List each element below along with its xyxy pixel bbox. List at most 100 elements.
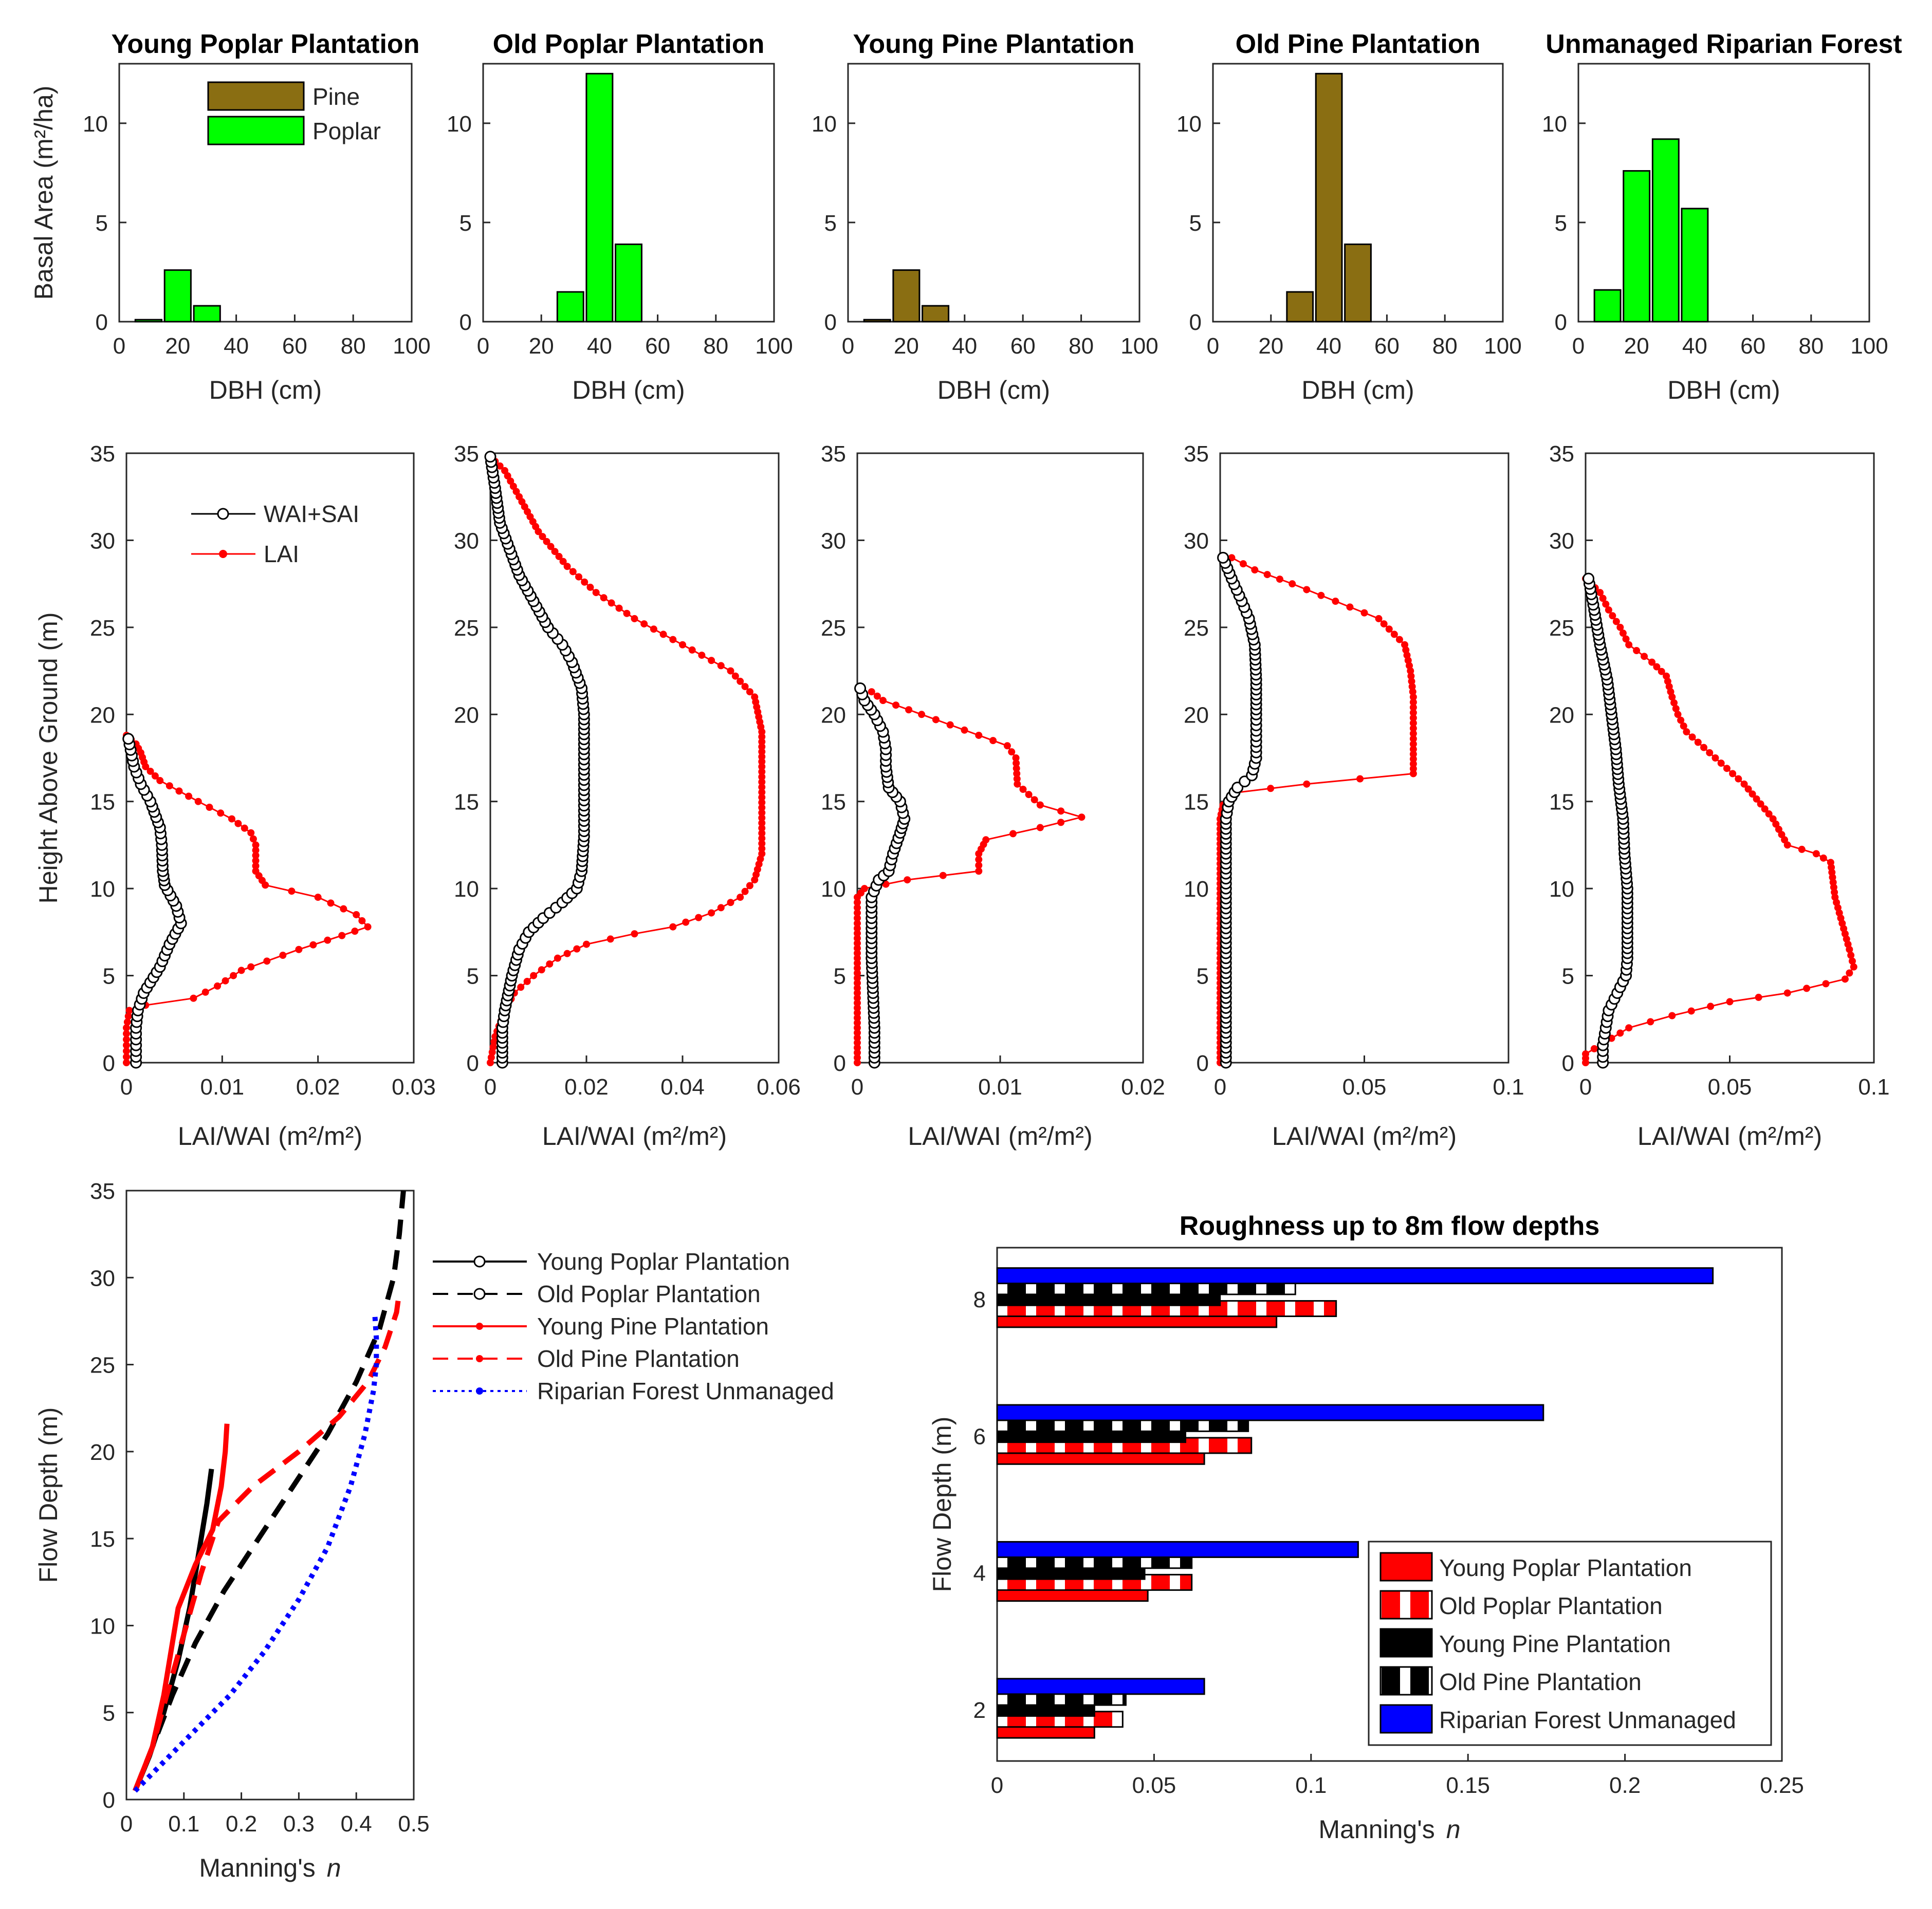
- lai-marker: [1409, 719, 1417, 727]
- y-tick-label: 5: [834, 964, 846, 989]
- bar: [1593, 289, 1622, 323]
- axes-frame: [1577, 63, 1870, 323]
- lai-marker: [151, 772, 159, 780]
- bar: [1623, 170, 1651, 323]
- lai-marker: [892, 701, 900, 709]
- lai-marker: [975, 861, 983, 869]
- lai-marker: [314, 894, 322, 901]
- lai-marker: [1408, 683, 1416, 691]
- lai-marker: [854, 1054, 861, 1062]
- profile-young-poplar: 0 0.01 0.02 0.03 0 5 10 15 20 25 30 35 LAI/WAI (m²/m…: [34, 441, 436, 1151]
- lai-marker: [156, 777, 164, 785]
- lai-marker: [194, 798, 202, 805]
- x-tick-label: 100: [1120, 333, 1158, 359]
- lai-marker: [1409, 703, 1417, 711]
- lai-marker: [961, 726, 968, 734]
- lai-marker: [539, 533, 546, 541]
- lai-marker: [1612, 618, 1620, 625]
- x-tick-label: 0.02: [564, 1074, 609, 1100]
- lai-marker: [125, 1007, 133, 1014]
- bar: [1286, 291, 1314, 323]
- lai-marker: [228, 815, 235, 823]
- legend-label: Old Poplar Plantation: [1439, 1592, 1663, 1619]
- lai-marker: [1036, 801, 1044, 809]
- y-tick-label: 35: [1549, 441, 1574, 467]
- x-tick-label: 0.4: [341, 1811, 372, 1837]
- panel-title: Roughness up to 8m flow depths: [1180, 1211, 1600, 1241]
- lai-marker: [123, 1035, 130, 1043]
- lai-marker: [1846, 969, 1853, 977]
- x-axis-label: LAI/WAI (m²/m²): [908, 1122, 1092, 1151]
- x-tick-label: 60: [1010, 333, 1036, 359]
- lai-marker: [879, 697, 887, 705]
- x-tick-label: 100: [1484, 333, 1521, 359]
- lai-marker: [751, 693, 759, 701]
- lai-marker: [1409, 730, 1417, 737]
- legend-marker: [476, 1355, 483, 1362]
- y-tick-label: 20: [821, 702, 846, 728]
- lai-marker: [309, 941, 317, 949]
- lai-marker: [1013, 770, 1021, 777]
- lai-marker: [1003, 742, 1011, 750]
- lai-marker: [252, 867, 260, 875]
- wai-marker: [484, 451, 496, 463]
- x-tick-label: 0.02: [1121, 1074, 1165, 1100]
- x-tick-label: 80: [1069, 333, 1094, 359]
- legend-label: WAI+SAI: [264, 501, 359, 527]
- lai-marker: [854, 979, 861, 987]
- series-line: [133, 1312, 379, 1793]
- y-tick-label: 35: [90, 1179, 115, 1204]
- lai-marker: [860, 885, 868, 893]
- lai-marker: [1712, 754, 1719, 762]
- lai-marker: [854, 909, 861, 917]
- lai-marker: [659, 631, 667, 638]
- lai-marker: [758, 738, 766, 746]
- x-tick-label: 0.3: [283, 1811, 315, 1837]
- lai-marker: [1783, 989, 1791, 997]
- lai-marker: [854, 974, 861, 982]
- lai-marker: [975, 867, 983, 875]
- lai-marker: [854, 1009, 861, 1017]
- lai-marker: [854, 904, 861, 912]
- lai-marker: [1401, 641, 1409, 648]
- x-tick-label: 0.02: [296, 1074, 340, 1100]
- lai-marker: [1625, 641, 1633, 648]
- axes-frame: [125, 1190, 415, 1801]
- lai-marker: [1827, 859, 1834, 866]
- y-axis-label: Height Above Ground (m): [34, 613, 63, 904]
- y-tick-label: 4: [973, 1561, 986, 1586]
- lai-marker: [340, 905, 347, 913]
- x-tick-label: 0.25: [1760, 1773, 1804, 1798]
- x-axis-label: Manning's n: [199, 1854, 341, 1882]
- lai-marker: [868, 688, 875, 696]
- lai-marker: [530, 972, 538, 979]
- lai-marker: [1609, 612, 1616, 620]
- lai-marker: [1012, 754, 1020, 762]
- lai-marker: [758, 748, 766, 755]
- x-tick-label: 0.01: [200, 1074, 245, 1100]
- basal-young-poplar: Young Poplar Plantation 0 20 40 60 80 100 0 5 10 D…: [29, 29, 431, 404]
- lai-marker: [946, 721, 954, 729]
- lai-marker: [854, 1049, 861, 1057]
- legend-swatch: [1379, 1552, 1433, 1582]
- lai-marker: [758, 768, 766, 775]
- lai-marker: [1622, 635, 1630, 643]
- lai-marker: [758, 809, 766, 817]
- wai-marker: [1217, 551, 1229, 564]
- legend-label: Poplar: [312, 118, 381, 144]
- lai-marker: [1346, 603, 1354, 611]
- x-tick-label: 0: [1579, 1074, 1592, 1100]
- lai-marker: [1057, 819, 1065, 826]
- legend-marker: [217, 508, 229, 520]
- lai-marker: [1009, 830, 1017, 838]
- axes-frame: [856, 452, 1144, 1064]
- x-tick-label: 80: [1798, 333, 1824, 359]
- y-tick-label: 2: [973, 1698, 986, 1723]
- y-tick-label: 5: [1555, 211, 1567, 236]
- legend-label: Old Poplar Plantation: [537, 1281, 761, 1307]
- x-tick-label: 40: [1682, 333, 1707, 359]
- legend-swatch: [1379, 1628, 1433, 1658]
- lai-marker: [288, 887, 296, 895]
- y-tick-label: 0: [1197, 1051, 1209, 1076]
